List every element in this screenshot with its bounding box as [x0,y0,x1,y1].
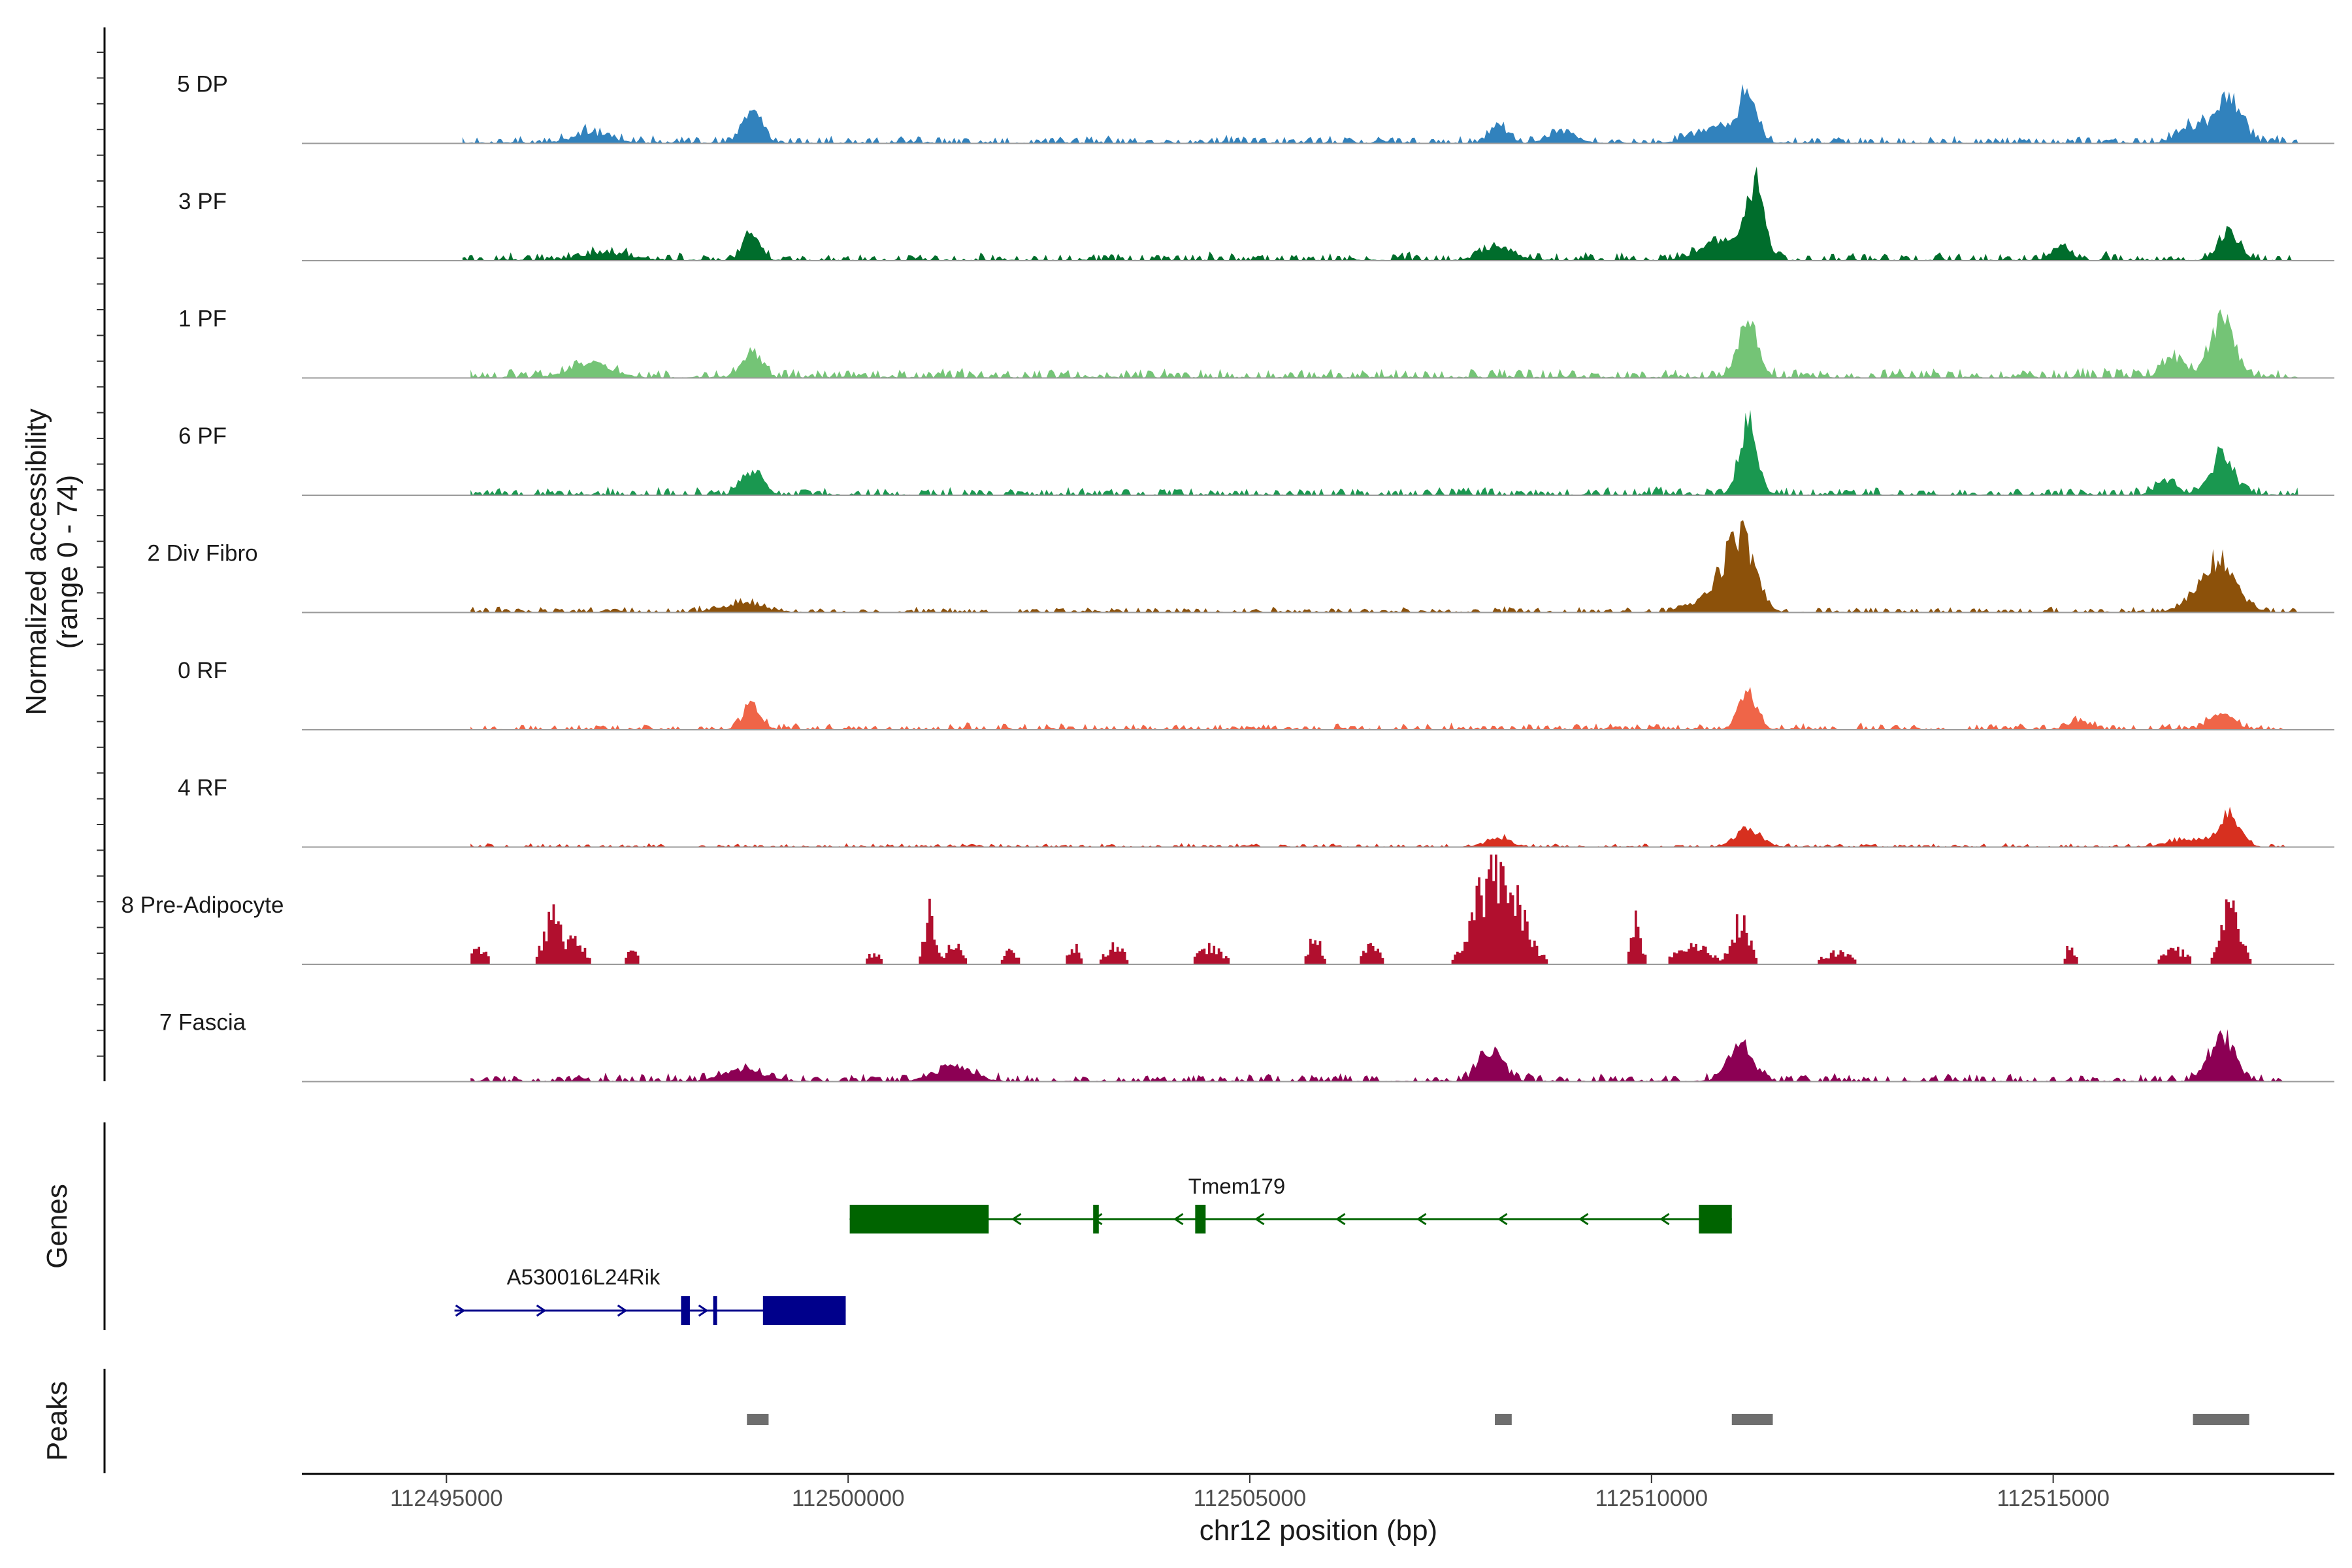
coverage-area [470,855,2264,964]
x-axis-title: chr12 position (bp) [1200,1514,1437,1546]
peak-region [2193,1414,2249,1425]
track-label: 5 DP [177,72,228,97]
coverage-tracks: 5 DP 3 PF 1 PF 6 PF 2 Div Fibro 0 RF 4 RF 8 Pre… [121,72,2334,1083]
strand-arrow [455,1304,466,1317]
track-3-pf: 3 PF [178,166,2334,261]
track-6-pf: 6 PF [178,410,2334,496]
track-label: 4 RF [178,776,227,801]
gene-label: A530016L24Rik [507,1265,661,1289]
track-8-pre-adipocyte: 8 Pre-Adipocyte [121,855,2334,965]
peak-region [1731,1414,1773,1425]
x-tick-label: 112510000 [1595,1486,1708,1511]
y-axis-title-line1: Normalized accessibility [20,408,52,715]
x-tick-label: 112500000 [792,1486,905,1511]
track-label: 2 Div Fibro [147,541,257,566]
gene-exon [849,1205,989,1233]
strand-arrow [1335,1213,1346,1226]
gene-exon [1699,1205,1732,1233]
strand-arrow [536,1304,547,1317]
strand-arrow [1578,1213,1589,1226]
track-label: 0 RF [178,658,227,683]
coverage-area [470,806,2287,847]
gene-tmem179: Tmem179 [849,1174,1732,1233]
gene-exon [762,1296,846,1325]
coverage-area [462,166,2298,261]
strand-arrow [1254,1213,1265,1226]
gene-exon [681,1296,690,1325]
strand-arrow [698,1304,709,1317]
strand-arrow [1011,1213,1022,1226]
coverage-area [470,687,2287,730]
coverage-area [470,1029,2287,1082]
coverage-area [470,520,2298,613]
track-0-rf: 0 RF [178,658,2334,730]
gene-label: Tmem179 [1188,1174,1286,1198]
y-axis [97,27,106,1081]
strand-arrow [1173,1213,1184,1226]
gene-exon [1195,1205,1206,1233]
coverage-area [470,309,2298,378]
peak-region [747,1414,769,1425]
x-axis: 112495000 112500000 112505000 112510000 1125… [390,1474,2110,1511]
y-axis-title-line2: (range 0 - 74) [52,475,84,649]
track-4-rf: 4 RF [178,776,2334,848]
track-label: 1 PF [178,306,227,332]
strand-arrow [617,1304,628,1317]
track-label: 6 PF [178,423,227,449]
coverage-area [470,410,2298,495]
peaks-track [747,1414,2249,1425]
track-1-pf: 1 PF [178,306,2334,379]
track-5-dp: 5 DP [177,72,2334,144]
strand-arrow [1416,1213,1427,1226]
gene-a530016l24rik: A530016L24Rik [454,1265,846,1325]
peaks-track-title: Peaks [41,1381,73,1461]
x-tick-label: 112505000 [1194,1486,1307,1511]
track-7-fascia: 7 Fascia [159,1010,2334,1083]
strand-arrow [1659,1213,1670,1226]
track-label: 8 Pre-Adipocyte [121,892,284,918]
gene-exon [713,1296,717,1325]
track-2-div-fibro: 2 Div Fibro [147,520,2334,613]
peak-region [1495,1414,1512,1425]
coverage-area [462,84,2298,144]
strand-arrow [1497,1213,1508,1226]
gene-exon [1093,1205,1099,1233]
x-tick-label: 112495000 [390,1486,503,1511]
genes-track-title: Genes [41,1184,73,1269]
x-tick-label: 112515000 [1997,1486,2110,1511]
track-label: 3 PF [178,189,227,214]
track-label: 7 Fascia [159,1010,246,1036]
genes-track: Tmem179 A530016L24Rik [454,1174,1732,1325]
